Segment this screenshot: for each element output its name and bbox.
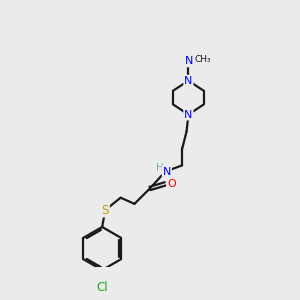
Text: N: N — [184, 76, 193, 86]
Text: S: S — [102, 203, 109, 217]
Text: O: O — [167, 179, 176, 189]
Text: N: N — [163, 167, 171, 176]
Text: N: N — [184, 110, 193, 119]
Text: H: H — [156, 164, 164, 173]
Text: CH₃: CH₃ — [195, 55, 211, 64]
Text: Cl: Cl — [96, 280, 108, 293]
Text: N: N — [185, 56, 194, 66]
